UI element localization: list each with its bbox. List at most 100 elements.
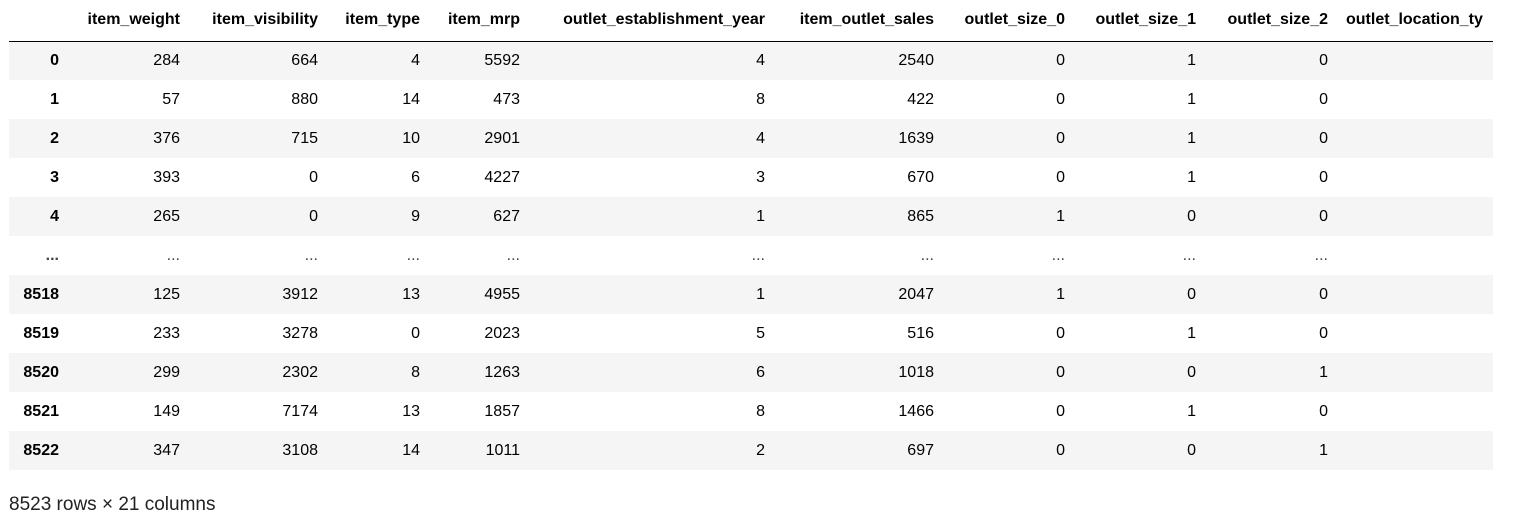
table-cell: 1263 bbox=[484, 363, 520, 381]
table-cell: 865 bbox=[907, 207, 934, 225]
table-cell: 393 bbox=[153, 168, 180, 186]
table-cell: 0 bbox=[1187, 207, 1196, 225]
column-header: item_outlet_sales bbox=[773, 0, 942, 42]
table-cell: 3912 bbox=[282, 285, 318, 303]
table-cell: 8 bbox=[756, 90, 765, 108]
table-cell: 347 bbox=[153, 441, 180, 459]
table-cell: 2023 bbox=[484, 324, 520, 342]
column-header: outlet_size_2 bbox=[1204, 0, 1336, 42]
table-cell: 0 bbox=[309, 207, 318, 225]
table-cell: ... bbox=[1051, 246, 1065, 264]
table-cell bbox=[1336, 80, 1493, 119]
table-cell: 516 bbox=[907, 324, 934, 342]
table-cell: 3108 bbox=[282, 441, 318, 459]
dataframe-shape-label: 8523 rows × 21 columns bbox=[9, 494, 216, 515]
dataframe-table: item_weight item_visibility item_type it… bbox=[9, 0, 1493, 470]
column-header: outlet_establishment_year bbox=[528, 0, 773, 42]
table-cell: 4 bbox=[756, 129, 765, 147]
table-cell: 0 bbox=[1056, 51, 1065, 69]
table-cell: 14 bbox=[402, 441, 420, 459]
table-cell: ... bbox=[506, 246, 520, 264]
table-cell: 0 bbox=[1319, 129, 1328, 147]
table-cell: 13 bbox=[402, 285, 420, 303]
table-cell: 0 bbox=[1056, 324, 1065, 342]
table-cell: 4 bbox=[411, 51, 420, 69]
table-row: 3 393 0 6 4227 3 670 0 1 0 bbox=[9, 158, 1493, 197]
header-row: item_weight item_visibility item_type it… bbox=[9, 0, 1493, 42]
table-cell: 0 bbox=[1056, 363, 1065, 381]
ellipsis-row: .............................. bbox=[9, 236, 1493, 275]
table-cell: 1 bbox=[1187, 129, 1196, 147]
table-cell: 1 bbox=[1187, 168, 1196, 186]
table-cell: 7174 bbox=[282, 402, 318, 420]
table-cell: 265 bbox=[153, 207, 180, 225]
table-cell: ... bbox=[1182, 246, 1196, 264]
row-index: 8520 bbox=[23, 363, 59, 381]
table-cell: 1 bbox=[1056, 207, 1065, 225]
table-cell: 0 bbox=[1187, 285, 1196, 303]
table-cell: 2047 bbox=[898, 285, 934, 303]
table-cell bbox=[1336, 158, 1493, 197]
table-cell: 4955 bbox=[484, 285, 520, 303]
column-header: item_type bbox=[326, 0, 428, 42]
table-cell: 1 bbox=[1056, 285, 1065, 303]
table-cell: 0 bbox=[1319, 90, 1328, 108]
table-cell: 1 bbox=[1319, 441, 1328, 459]
table-cell: 376 bbox=[153, 129, 180, 147]
table-cell bbox=[1336, 314, 1493, 353]
table-cell: 627 bbox=[493, 207, 520, 225]
table-cell: 697 bbox=[907, 441, 934, 459]
table-cell: 422 bbox=[907, 90, 934, 108]
table-cell: 0 bbox=[1319, 402, 1328, 420]
column-header: outlet_size_1 bbox=[1073, 0, 1204, 42]
table-cell: 0 bbox=[1056, 402, 1065, 420]
table-cell: 0 bbox=[1056, 90, 1065, 108]
row-index: 8521 bbox=[23, 402, 59, 420]
table-cell: ... bbox=[304, 246, 318, 264]
row-index: 8518 bbox=[23, 285, 59, 303]
table-row: 8520 299 2302 8 1263 6 1018 0 0 1 bbox=[9, 353, 1493, 392]
table-cell bbox=[1336, 392, 1493, 431]
table-cell bbox=[1336, 236, 1493, 275]
table-cell: ... bbox=[166, 246, 180, 264]
table-cell: 473 bbox=[493, 90, 520, 108]
table-row: 8522 347 3108 14 1011 2 697 0 0 1 bbox=[9, 431, 1493, 470]
table-row: 8521 149 7174 13 1857 8 1466 0 1 0 bbox=[9, 392, 1493, 431]
table-cell: 1018 bbox=[898, 363, 934, 381]
table-cell: 0 bbox=[411, 324, 420, 342]
index-header bbox=[9, 0, 67, 42]
table-cell: 0 bbox=[309, 168, 318, 186]
table-cell: 1 bbox=[1187, 51, 1196, 69]
table-cell: 6 bbox=[756, 363, 765, 381]
row-index: 8522 bbox=[23, 441, 59, 459]
table-cell: 14 bbox=[402, 90, 420, 108]
table-cell: 233 bbox=[153, 324, 180, 342]
table-cell: 0 bbox=[1187, 441, 1196, 459]
table-cell: 1 bbox=[756, 285, 765, 303]
table-cell: 0 bbox=[1319, 51, 1328, 69]
table-row: 2 376 715 10 2901 4 1639 0 1 0 bbox=[9, 119, 1493, 158]
column-header: item_visibility bbox=[188, 0, 326, 42]
table-cell: 5 bbox=[756, 324, 765, 342]
table-cell: 2302 bbox=[282, 363, 318, 381]
table-cell: 10 bbox=[402, 129, 420, 147]
dataframe-output: item_weight item_visibility item_type it… bbox=[9, 0, 1493, 531]
table-cell bbox=[1336, 275, 1493, 314]
table-scroll-container[interactable]: item_weight item_visibility item_type it… bbox=[9, 0, 1493, 472]
table-cell: 0 bbox=[1056, 168, 1065, 186]
table-cell: 1466 bbox=[898, 402, 934, 420]
row-index: ... bbox=[45, 246, 59, 264]
table-cell: 4227 bbox=[484, 168, 520, 186]
table-cell: 1011 bbox=[485, 441, 520, 459]
table-row: 8519 233 3278 0 2023 5 516 0 1 0 bbox=[9, 314, 1493, 353]
table-cell: 284 bbox=[153, 51, 180, 69]
column-header: item_weight bbox=[67, 0, 188, 42]
table-cell: 2901 bbox=[484, 129, 520, 147]
table-cell: 125 bbox=[153, 285, 180, 303]
table-cell: ... bbox=[751, 246, 765, 264]
row-index: 8519 bbox=[23, 324, 59, 342]
table-cell bbox=[1336, 353, 1493, 392]
table-row: 0 284 664 4 5592 4 2540 0 1 0 bbox=[9, 41, 1493, 80]
table-cell: 3278 bbox=[282, 324, 318, 342]
table-cell bbox=[1336, 197, 1493, 236]
